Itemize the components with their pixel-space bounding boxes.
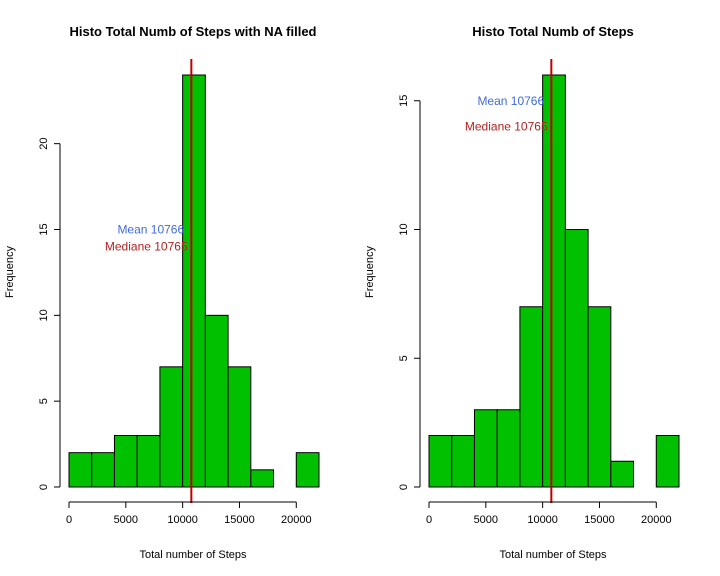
histogram-bar (136, 435, 161, 488)
annotation-label: Mean 10766 (117, 223, 184, 237)
x-tick-label: 0 (426, 514, 432, 526)
histogram-bar (159, 366, 184, 488)
annotation-label: Mediane 10765 (105, 240, 188, 254)
x-tick-label: 15000 (224, 514, 255, 526)
y-tick-label: 20 (38, 138, 50, 150)
histogram-bar (564, 229, 589, 488)
y-tick-label: 10 (38, 309, 50, 321)
histogram-bar (451, 435, 475, 488)
y-axis: 0 5 10 15 (398, 95, 421, 490)
histogram-panel-na-filled: Histo Total Numb of Steps with NA filled… (4, 24, 320, 561)
annotation-label: Mean 10766 (477, 94, 544, 108)
annotation-label: Mediane 10765 (465, 120, 548, 134)
chart-title: Histo Total Numb of Steps with NA filled (70, 24, 317, 39)
histogram-bar (227, 366, 252, 488)
y-tick-label: 0 (38, 484, 50, 490)
y-tick-label: 15 (38, 223, 50, 235)
x-tick-label: 0 (66, 514, 72, 526)
x-axis: 0 5000 10000 15000 20000 (426, 501, 672, 526)
histogram-bar (519, 306, 544, 488)
histogram-bar (655, 435, 680, 488)
chart-title: Histo Total Numb of Steps (472, 24, 634, 39)
y-tick-label: 10 (398, 223, 410, 235)
histogram-bar (91, 452, 115, 488)
y-axis-label: Frequency (4, 246, 16, 298)
x-tick-label: 5000 (114, 514, 138, 526)
bars-group (68, 74, 320, 488)
histogram-bar (250, 469, 275, 488)
histogram-panel-raw: Histo Total Numb of Steps Total number o… (364, 24, 680, 561)
histogram-bar (473, 409, 498, 488)
y-axis-label: Frequency (364, 246, 376, 298)
x-tick-label: 10000 (167, 514, 198, 526)
x-axis: 0 5000 10000 15000 20000 (66, 501, 312, 526)
bars-group (428, 74, 680, 488)
x-tick-label: 15000 (584, 514, 615, 526)
annotations-group: Mean 10766 Mediane 10765 (465, 94, 548, 134)
x-axis-label: Total number of Steps (139, 549, 247, 561)
y-tick-label: 5 (398, 355, 410, 361)
histogram-bar (428, 435, 453, 488)
histogram-bar (204, 314, 229, 488)
histogram-bar (182, 74, 206, 488)
annotations-group: Mean 10766 Mediane 10765 (105, 223, 188, 254)
histogram-bar (113, 435, 138, 488)
y-tick-label: 5 (38, 398, 50, 404)
x-tick-label: 20000 (281, 514, 312, 526)
histogram-bar (542, 74, 566, 488)
y-tick-label: 0 (398, 484, 410, 490)
y-tick-label: 15 (398, 95, 410, 107)
histogram-bar (496, 409, 521, 488)
histogram-bar (68, 452, 93, 488)
y-axis: 0 5 10 15 20 (38, 138, 61, 490)
histogram-bar (610, 460, 635, 488)
histogram-bar (295, 452, 320, 488)
x-tick-label: 5000 (474, 514, 498, 526)
x-tick-label: 20000 (641, 514, 672, 526)
x-axis-label: Total number of Steps (499, 549, 607, 561)
histogram-bar (587, 306, 612, 488)
x-tick-label: 10000 (527, 514, 558, 526)
